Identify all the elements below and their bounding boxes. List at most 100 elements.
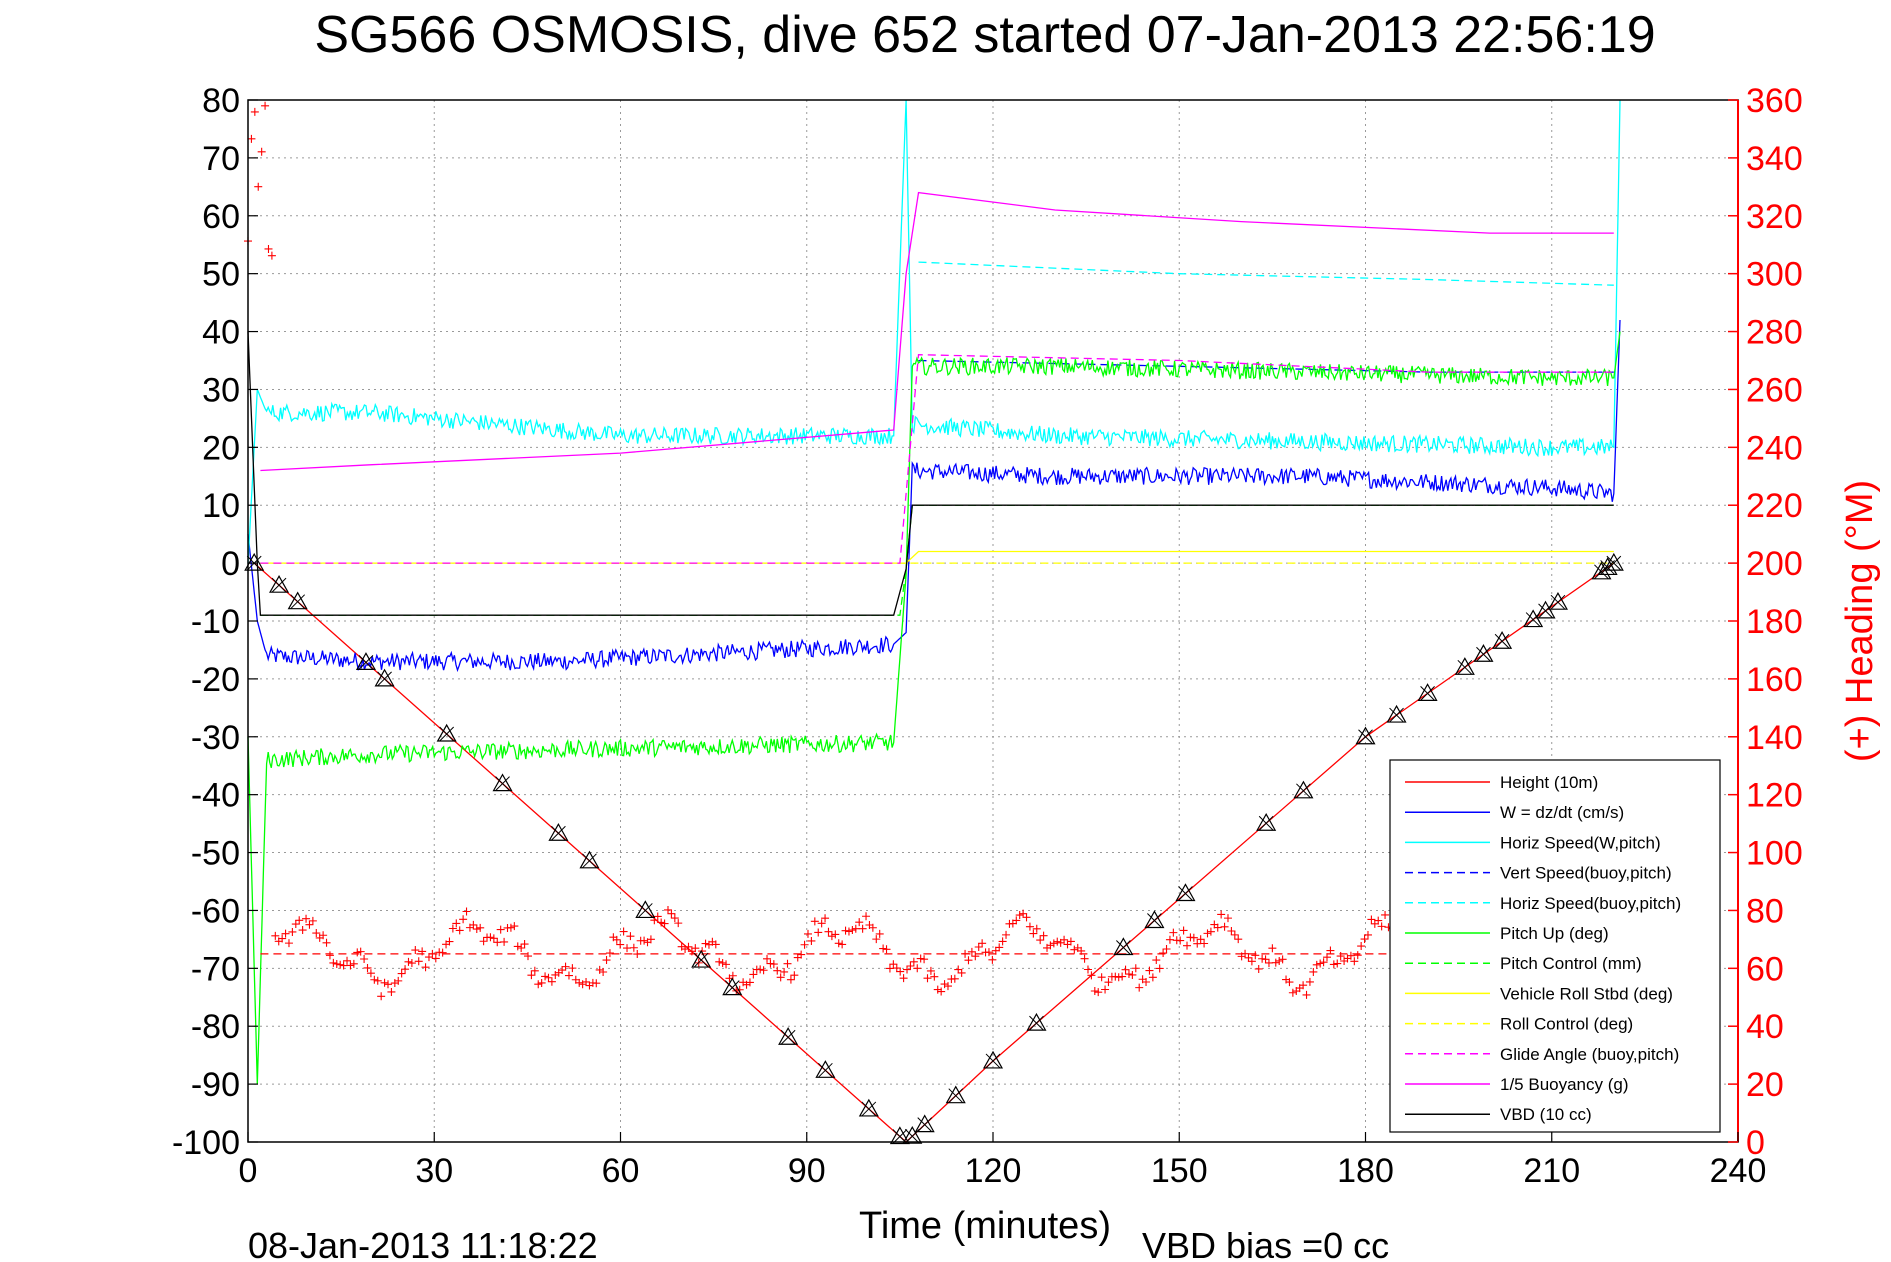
depth-marker-triangle: [1417, 683, 1438, 701]
heading-point: [817, 919, 826, 928]
heading-point: [1305, 977, 1314, 986]
y-tick-label: -40: [191, 777, 240, 815]
heading-point: [267, 251, 276, 260]
y-tick-label: 20: [202, 429, 240, 467]
heading-point: [424, 953, 433, 962]
heading-point: [1200, 939, 1209, 948]
y-tick-label: 60: [202, 198, 240, 236]
heading-point: [821, 914, 830, 923]
y2-tick-label: 60: [1746, 950, 1784, 988]
heading-point: [1131, 964, 1140, 973]
heading-point: [957, 968, 966, 977]
depth-marker-triangle: [914, 1114, 935, 1133]
depth-marker-triangle: [635, 900, 656, 919]
heading-point: [1275, 956, 1284, 965]
heading-point: [667, 909, 676, 918]
heading-point: [810, 917, 819, 926]
heading-point: [1251, 951, 1260, 960]
heading-point: [527, 971, 536, 980]
heading-point: [1196, 935, 1205, 944]
heading-point: [711, 940, 720, 949]
heading-point: [862, 912, 871, 921]
series-line-5: [247, 331, 1621, 1085]
depth-marker-triangle: [815, 1060, 836, 1078]
heading-point: [1101, 985, 1110, 994]
heading-point: [1206, 927, 1215, 936]
depth-marker-triangle: [1386, 704, 1407, 723]
heading-point: [722, 960, 731, 969]
heading-point: [349, 959, 358, 968]
heading-point: [568, 964, 577, 973]
depth-marker-triangle: [1454, 657, 1475, 675]
heading-point: [1124, 970, 1133, 979]
heading-point: [387, 987, 396, 996]
depth-marker-triangle: [945, 1085, 966, 1104]
depth-marker-x: [358, 654, 374, 670]
y-tick-label: -100: [172, 1124, 240, 1162]
heading-point: [595, 965, 604, 974]
heading-point: [564, 971, 573, 980]
heading-point: [1159, 949, 1168, 958]
heading-point: [1025, 922, 1034, 931]
depth-marker-x: [818, 1062, 833, 1078]
heading-point: [356, 947, 365, 956]
heading-point: [612, 935, 621, 944]
y2-tick-label: 140: [1746, 719, 1803, 757]
heading-point: [1114, 973, 1123, 982]
heading-point: [626, 932, 635, 941]
heading-point: [773, 966, 782, 975]
y2-tick-label: 160: [1746, 661, 1803, 699]
heading-point: [346, 961, 355, 970]
heading-point: [827, 932, 836, 941]
depth-marker-x: [290, 594, 306, 610]
heading-point: [844, 927, 853, 936]
heading-point: [271, 931, 280, 940]
heading-point: [284, 939, 293, 948]
heading-point: [1002, 930, 1011, 939]
heading-point: [1162, 944, 1171, 953]
heading-point: [824, 927, 833, 936]
heading-point: [889, 960, 898, 969]
depth-marker-x: [1600, 560, 1615, 575]
legend-label: Horiz Speed(buoy,pitch): [1500, 894, 1681, 913]
series-line-2: [247, 99, 1621, 564]
heading-point: [657, 918, 666, 927]
heading-point: [903, 965, 912, 974]
heading-point: [360, 955, 369, 964]
depth-marker-x: [551, 825, 566, 841]
heading-point: [1155, 964, 1164, 973]
heading-point: [407, 959, 416, 968]
heading-point: [291, 920, 300, 929]
legend-label: Pitch Control (mm): [1500, 954, 1642, 973]
heading-point: [1326, 946, 1335, 955]
heading-point: [875, 929, 884, 938]
y2-tick-label: 280: [1746, 314, 1803, 352]
y2-tick-label: 200: [1746, 545, 1803, 583]
heading-point: [506, 923, 515, 932]
heading-point: [370, 975, 379, 984]
depth-marker-triangle: [1026, 1012, 1047, 1031]
heading-point: [834, 939, 843, 948]
depth-marker-x: [780, 1029, 796, 1045]
heading-point: [1077, 946, 1086, 955]
heading-point: [339, 961, 348, 970]
heading-point: [851, 924, 860, 933]
heading-point: [1223, 914, 1232, 923]
heading-point: [913, 964, 922, 973]
heading-point: [254, 182, 263, 191]
heading-point: [428, 949, 437, 958]
heading-point: [937, 987, 946, 996]
heading-point: [295, 916, 304, 925]
y-tick-label: -10: [191, 603, 240, 641]
heading-point: [1189, 933, 1198, 942]
heading-point: [967, 947, 976, 956]
depth-marker-triangle: [1113, 937, 1134, 956]
y-tick-label: 0: [221, 545, 240, 583]
heading-point: [807, 936, 816, 945]
heading-point: [930, 972, 939, 981]
heading-point: [701, 939, 710, 948]
series-line-9: [260, 354, 1614, 564]
heading-point: [715, 957, 724, 966]
heading-point: [319, 931, 328, 940]
heading-point: [308, 916, 317, 925]
